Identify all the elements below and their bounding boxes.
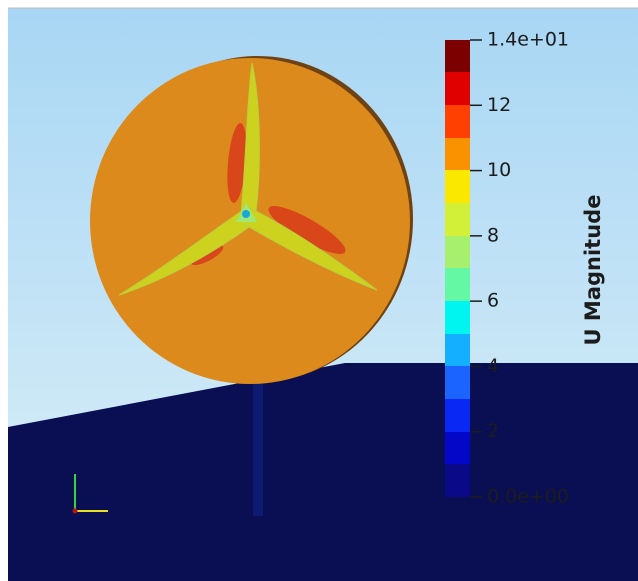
ground — [8, 363, 638, 581]
high-velocity-region — [268, 206, 346, 254]
colorbar-tick-label: 6 — [487, 290, 499, 312]
color-band — [445, 366, 470, 399]
color-band — [445, 105, 470, 138]
axes-triad — [72, 474, 108, 514]
high-velocity-region — [227, 123, 247, 203]
color-band — [445, 432, 470, 465]
colorbar-tick-label: 12 — [487, 94, 511, 116]
color-band — [445, 236, 470, 269]
colorbar-tick-label: 0.0e+00 — [487, 486, 569, 508]
color-band — [445, 464, 470, 497]
colorbar-tick-label: 1.4e+01 — [487, 29, 569, 51]
blade — [118, 209, 253, 296]
color-band — [445, 72, 470, 105]
blade — [243, 207, 378, 291]
triad-z-axis — [72, 508, 78, 514]
blade — [240, 62, 260, 215]
colorbar-tick-label: 10 — [487, 159, 511, 181]
color-band — [445, 268, 470, 301]
color-band — [445, 301, 470, 334]
colorbar-title: U Magnitude — [581, 195, 605, 346]
colorbar: U Magnitude 1.4e+01 12 10 8 6 4 2 0.0e+00 — [445, 29, 605, 508]
color-band — [445, 399, 470, 432]
colorbar-tick-label: 2 — [487, 420, 499, 442]
color-band — [445, 334, 470, 367]
colorbar-tick-label: 8 — [487, 224, 499, 246]
colorbar-tick-label: 4 — [487, 355, 499, 377]
color-band — [445, 40, 470, 73]
color-band — [445, 138, 470, 171]
color-band — [445, 170, 470, 203]
color-band — [445, 203, 470, 236]
tower — [253, 380, 263, 516]
hub — [242, 210, 250, 218]
blades — [118, 62, 378, 296]
